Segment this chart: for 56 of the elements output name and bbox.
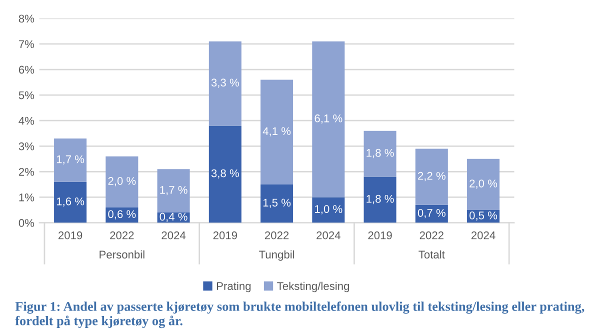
bar [260, 80, 294, 184]
bar [157, 169, 190, 213]
bar [208, 41, 242, 126]
data-label: 6,1 % [314, 114, 342, 124]
data-label: 4,1 % [262, 127, 291, 136]
data-label: 0,7 % [418, 208, 446, 218]
data-label: 2,0 % [108, 177, 136, 186]
data-label: 1,7 % [160, 186, 188, 196]
bar [106, 156, 138, 208]
bar [54, 182, 87, 223]
data-label: 1,6 % [56, 197, 84, 207]
bar [260, 184, 294, 223]
x-tick-label: 2019 [368, 231, 392, 240]
text: Tungbil [259, 250, 294, 261]
y-tick-label: 4% [18, 116, 34, 125]
y-tick-label: 2% [18, 168, 34, 176]
data-label: 2,2 % [418, 172, 446, 182]
data-label: 0,5 % [470, 212, 498, 221]
bar [312, 197, 345, 223]
data-label: 1,8 % [366, 194, 394, 204]
x-tick-label: 2022 [264, 231, 289, 240]
data-label: 2,0 % [470, 180, 498, 189]
bar [415, 148, 448, 205]
text: Personbil [100, 250, 144, 259]
y-tick-label: 6% [18, 66, 34, 74]
y-tick-label: 8% [18, 14, 34, 23]
x-tick-label: 2022 [110, 231, 134, 240]
x-tick-label: 2024 [162, 231, 186, 240]
y-tick-label: 1% [19, 194, 34, 202]
bar [208, 126, 242, 223]
bar [364, 176, 396, 223]
text: Figur 1: Andel av passerte kjøretøy som brukte mobiltelefonen ulovlig til teksting/lesing eller prating, fordelt på type kjøretøy og år. [15, 302, 584, 328]
bar [467, 158, 500, 210]
text: Totalt [418, 250, 445, 259]
data-label: 1,0 % [315, 205, 342, 214]
legend-label: Prating [216, 282, 251, 292]
x-tick-label: 2024 [316, 231, 340, 240]
y-tick-label: 3% [18, 142, 34, 150]
x-tick-label: 2022 [420, 231, 444, 240]
x-tick-label: 2024 [471, 231, 496, 240]
x-tick-label: 2019 [58, 231, 82, 240]
data-label: 3,8 % [211, 169, 239, 179]
data-label: 1,8 % [366, 148, 394, 158]
data-label: 3,3 % [211, 78, 239, 88]
data-label: 1,7 % [56, 155, 84, 164]
data-label: 0,6 % [108, 210, 136, 220]
bar [312, 41, 345, 198]
y-tick-label: 5% [18, 91, 34, 100]
data-label: 1,5 % [263, 198, 291, 208]
bar [364, 130, 396, 177]
bar [54, 138, 87, 182]
data-label: 0,4 % [160, 212, 188, 222]
y-tick-label: 0% [18, 219, 34, 227]
legend-label: Teksting/lesing [277, 282, 349, 292]
x-tick-label: 2019 [213, 231, 237, 240]
y-tick-label: 7% [18, 40, 34, 48]
